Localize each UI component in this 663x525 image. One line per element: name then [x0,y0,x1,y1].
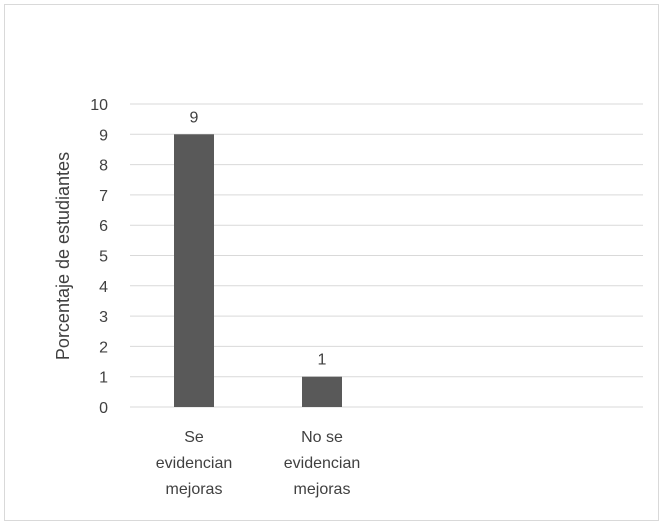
y-tick-label: 6 [99,218,108,235]
y-tick-label: 1 [99,370,108,387]
y-tick-label: 9 [99,127,108,144]
y-tick-label: 4 [99,279,108,296]
category-label: Se [184,429,204,446]
y-tick-label: 5 [99,249,108,266]
chart-frame [4,4,659,521]
x-axis-category-labels: Se evidencian mejoras No se evidencian mejora… [156,429,361,498]
y-tick-label: 7 [99,188,108,205]
category-label: evidencian [284,455,361,472]
bar [174,134,214,408]
y-tick-label: 8 [99,158,108,175]
data-labels: 91 [190,109,327,368]
y-axis-tick-labels: 0 1 2 3 4 5 6 7 8 9 10 [90,97,108,417]
bars [174,134,342,408]
category-label: No se [301,429,343,446]
data-label: 9 [190,109,199,126]
gridlines [130,103,643,408]
category-label: mejoras [294,481,351,498]
y-tick-label: 2 [99,339,108,356]
bar [302,376,342,407]
y-tick-label: 10 [90,97,108,114]
y-tick-label: 3 [99,309,108,326]
category-label: mejoras [166,481,223,498]
y-axis-title: Porcentaje de estudiantes [53,152,73,360]
data-label: 1 [318,352,327,369]
category-label: evidencian [156,455,233,472]
y-tick-label: 0 [99,400,108,417]
